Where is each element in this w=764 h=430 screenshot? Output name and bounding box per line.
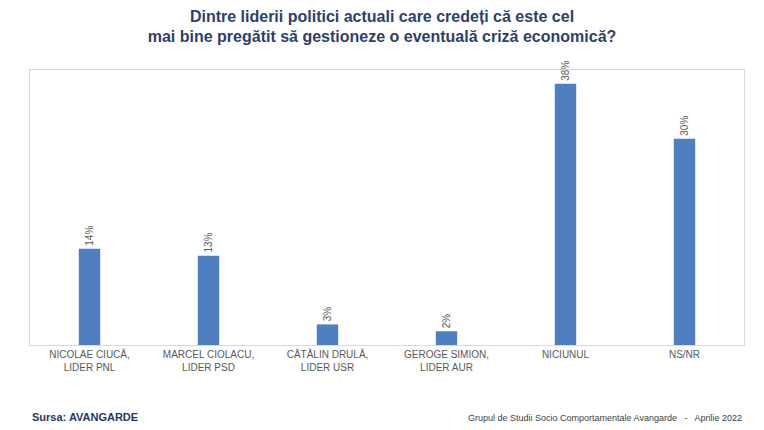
svg-text:NICIUNUL: NICIUNUL [542,349,590,360]
svg-text:30%: 30% [679,116,690,136]
svg-text:Dintre liderii politici actual: Dintre liderii politici actuali care cre… [148,8,617,46]
svg-text:3%: 3% [322,307,333,322]
svg-text:Grupul de Studii Socio Comport: Grupul de Studii Socio Comportamentale A… [468,413,742,423]
svg-text:13%: 13% [203,233,214,253]
svg-text:Sursa: AVANGARDE: Sursa: AVANGARDE [32,411,138,423]
svg-text:MARCEL CIOLACU,LIDER PSD: MARCEL CIOLACU,LIDER PSD [163,349,254,373]
svg-text:GEROGE SIMION,LIDER AUR: GEROGE SIMION,LIDER AUR [404,349,489,373]
svg-text:38%: 38% [560,61,571,81]
svg-text:14%: 14% [84,226,95,246]
svg-text:CĂTĂLIN DRULĂ,LIDER USR: CĂTĂLIN DRULĂ,LIDER USR [287,348,369,373]
svg-text:NS/NR: NS/NR [669,349,700,360]
svg-text:NICOLAE CIUCĂ,LIDER PNL: NICOLAE CIUCĂ,LIDER PNL [49,348,130,373]
svg-text:2%: 2% [441,314,452,329]
